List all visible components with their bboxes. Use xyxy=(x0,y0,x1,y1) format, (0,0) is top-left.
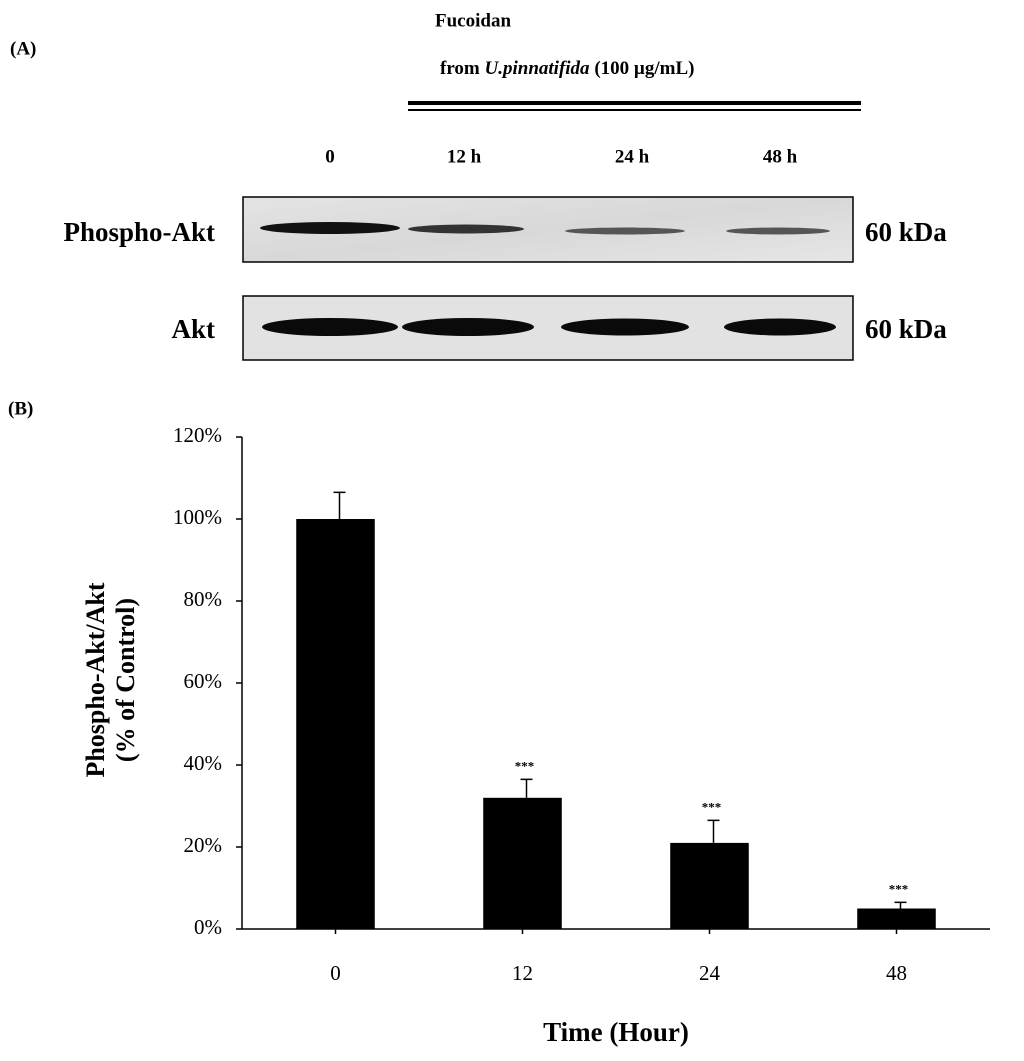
band xyxy=(402,318,534,336)
band xyxy=(260,222,400,234)
blot xyxy=(242,196,854,361)
size-label: 60 kDa xyxy=(865,314,947,344)
text: (100 µg/mL) xyxy=(590,58,695,79)
y-tick-label: 120% xyxy=(173,423,222,447)
x-tick-label: 24 xyxy=(699,961,721,985)
treatment-bar xyxy=(408,109,861,111)
treatment-bar xyxy=(408,101,861,105)
x-axis-label: Time (Hour) xyxy=(543,1017,689,1047)
band xyxy=(565,227,685,235)
bar xyxy=(483,797,562,929)
y-tick-label: 80% xyxy=(184,587,223,611)
significance: *** xyxy=(702,799,722,814)
band xyxy=(724,318,836,336)
x-tick-label: 0 xyxy=(330,961,341,985)
bar xyxy=(670,842,749,929)
y-axis-label: (% of Control) xyxy=(111,598,140,762)
y-tick-label: 0% xyxy=(194,915,222,939)
band xyxy=(561,318,689,336)
bar xyxy=(857,908,936,929)
species: U.pinnatifida xyxy=(485,58,591,79)
lane-label: 24 h xyxy=(615,146,650,167)
lane-label: 0 xyxy=(325,146,335,167)
x-tick-label: 48 xyxy=(886,961,907,985)
text: from xyxy=(440,58,485,79)
lane-label: 12 h xyxy=(447,146,482,167)
significance: *** xyxy=(515,758,535,773)
y-tick-label: 20% xyxy=(184,833,223,857)
band xyxy=(408,224,524,234)
band xyxy=(262,318,398,336)
bar xyxy=(296,519,375,929)
significance: *** xyxy=(889,881,909,896)
band xyxy=(726,227,830,235)
size-label: 60 kDa xyxy=(865,217,947,247)
panel-label: (A) xyxy=(10,38,36,59)
row-label: Phospho-Akt xyxy=(63,217,215,247)
row-label: Akt xyxy=(171,314,215,344)
x-tick-label: 12 xyxy=(512,961,533,985)
y-tick-label: 40% xyxy=(184,751,223,775)
treatment-line: Fucoidan xyxy=(435,10,511,31)
panel-label: (B) xyxy=(8,398,33,419)
treatment-line: from U.pinnatifida (100 µg/mL) xyxy=(440,58,694,79)
y-axis-label: Phospho-Akt/Akt xyxy=(81,582,110,777)
y-tick-label: 60% xyxy=(184,669,223,693)
y-tick-label: 100% xyxy=(173,505,222,529)
lane-label: 48 h xyxy=(763,146,798,167)
